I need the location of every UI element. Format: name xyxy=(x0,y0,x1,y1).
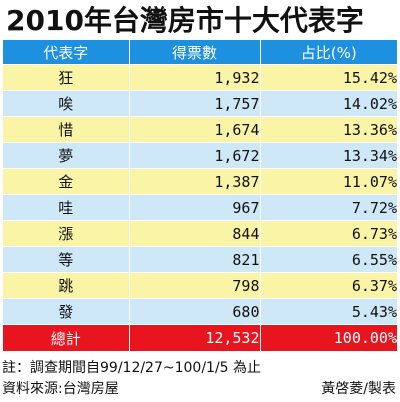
table-row: 狂 1,932 15.42% xyxy=(3,64,397,91)
row-character: 唉 xyxy=(3,90,130,117)
table-row: 漲 844 6.73% xyxy=(3,220,397,247)
row-percentage: 5.43% xyxy=(260,298,397,325)
header-votes: 得票數 xyxy=(129,40,261,65)
row-percentage: 6.73% xyxy=(260,220,397,247)
row-percentage: 13.36% xyxy=(260,116,397,143)
row-percentage: 7.72% xyxy=(260,194,397,221)
row-votes: 1,387 xyxy=(129,168,261,195)
row-votes: 680 xyxy=(129,298,261,325)
row-character: 哇 xyxy=(3,194,130,221)
row-percentage: 6.37% xyxy=(260,272,397,299)
row-character: 夢 xyxy=(3,142,130,169)
row-votes: 967 xyxy=(129,194,261,221)
row-percentage: 11.07% xyxy=(260,168,397,195)
table-row: 夢 1,672 13.34% xyxy=(3,142,397,169)
row-votes: 1,757 xyxy=(129,90,261,117)
row-percentage: 15.42% xyxy=(260,64,397,91)
row-percentage: 6.55% xyxy=(260,246,397,273)
survey-period-note: 註：調查期間自99/12/27~100/1/5 為止 xyxy=(2,360,262,376)
row-votes: 1,672 xyxy=(129,142,261,169)
total-row: 總計 12,532 100.00% xyxy=(3,324,397,351)
table-header-row: 代表字 得票數 占比(%) xyxy=(3,40,397,65)
row-character: 跳 xyxy=(3,272,130,299)
total-label: 總計 xyxy=(3,324,130,351)
vote-table: 代表字 得票數 占比(%) 狂 1,932 15.42% 唉 1,757 14.… xyxy=(3,40,397,351)
row-character: 狂 xyxy=(3,64,130,91)
row-character: 惜 xyxy=(3,116,130,143)
row-votes: 821 xyxy=(129,246,261,273)
table-row: 哇 967 7.72% xyxy=(3,194,397,221)
table-credit: 黃啓菱/製表 xyxy=(321,381,396,397)
table-body: 狂 1,932 15.42% 唉 1,757 14.02% 惜 1,674 13… xyxy=(3,64,397,351)
total-percentage: 100.00% xyxy=(260,324,397,351)
table-row: 金 1,387 11.07% xyxy=(3,168,397,195)
row-percentage: 14.02% xyxy=(260,90,397,117)
header-percentage: 占比(%) xyxy=(260,40,397,65)
row-character: 金 xyxy=(3,168,130,195)
header-representative-character: 代表字 xyxy=(3,40,130,65)
table-row: 等 821 6.55% xyxy=(3,246,397,273)
row-character: 發 xyxy=(3,298,130,325)
data-source: 資料來源:台灣房屋 xyxy=(2,381,119,397)
table-row: 發 680 5.43% xyxy=(3,298,397,325)
total-votes: 12,532 xyxy=(129,324,261,351)
table-row: 跳 798 6.37% xyxy=(3,272,397,299)
row-votes: 798 xyxy=(129,272,261,299)
page-title: 2010年台灣房市十大代表字 xyxy=(6,4,364,37)
row-percentage: 13.34% xyxy=(260,142,397,169)
row-votes: 1,932 xyxy=(129,64,261,91)
row-character: 等 xyxy=(3,246,130,273)
row-character: 漲 xyxy=(3,220,130,247)
table-row: 惜 1,674 13.36% xyxy=(3,116,397,143)
row-votes: 844 xyxy=(129,220,261,247)
row-votes: 1,674 xyxy=(129,116,261,143)
table-row: 唉 1,757 14.02% xyxy=(3,90,397,117)
